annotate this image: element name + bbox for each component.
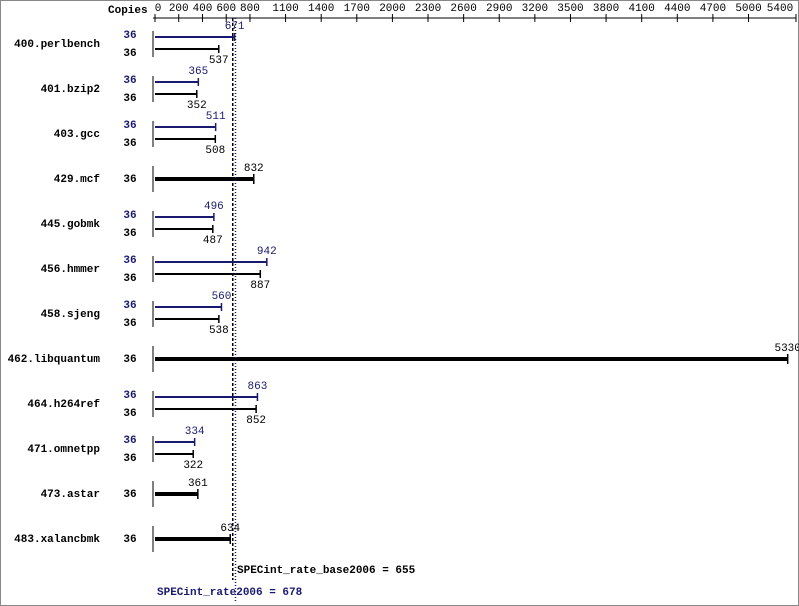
bar bbox=[155, 492, 198, 496]
category-label: 473.astar bbox=[41, 489, 100, 501]
x-tick-label: 0 bbox=[155, 3, 162, 15]
category-label: 483.xalancbmk bbox=[14, 534, 100, 546]
copies-label: 36 bbox=[123, 390, 136, 402]
x-tick-label: 4100 bbox=[628, 3, 654, 15]
x-tick-label: 3500 bbox=[557, 3, 583, 15]
category-label: 401.bzip2 bbox=[41, 84, 100, 96]
copies-label: 36 bbox=[123, 174, 136, 186]
x-tick-label: 4700 bbox=[700, 3, 726, 15]
category-label: 456.hmmer bbox=[41, 264, 100, 276]
value-label: 334 bbox=[185, 426, 205, 438]
x-tick-label: 2000 bbox=[379, 3, 405, 15]
x-tick-label: 800 bbox=[240, 3, 260, 15]
x-tick-label: 5000 bbox=[735, 3, 761, 15]
bar bbox=[155, 273, 261, 275]
value-label: 634 bbox=[220, 523, 240, 535]
value-label: 863 bbox=[248, 381, 268, 393]
value-label: 671 bbox=[225, 21, 245, 33]
category-label: 462.libquantum bbox=[8, 354, 101, 366]
category-label: 429.mcf bbox=[54, 174, 101, 186]
x-tick-label: 1100 bbox=[272, 3, 298, 15]
x-tick-label: 1700 bbox=[344, 3, 370, 15]
x-tick-label: 4400 bbox=[664, 3, 690, 15]
value-label: 560 bbox=[212, 291, 232, 303]
bar bbox=[155, 261, 267, 263]
category-label: 400.perlbench bbox=[14, 39, 100, 51]
copies-label: 36 bbox=[123, 255, 136, 267]
value-label: 352 bbox=[187, 100, 207, 112]
bar bbox=[155, 228, 213, 230]
copies-label: 36 bbox=[123, 228, 136, 240]
value-label: 5330 bbox=[774, 343, 799, 355]
bar bbox=[155, 306, 222, 308]
category-label: 445.gobmk bbox=[41, 219, 101, 231]
bar bbox=[155, 453, 194, 455]
x-tick-label: 3800 bbox=[593, 3, 619, 15]
copies-label: 36 bbox=[123, 453, 136, 465]
category-label: 458.sjeng bbox=[41, 309, 100, 321]
copies-label: 36 bbox=[123, 138, 136, 150]
bar bbox=[155, 408, 257, 410]
value-label: 322 bbox=[183, 460, 203, 472]
category-label: 464.h264ref bbox=[27, 399, 100, 411]
value-label: 487 bbox=[203, 235, 223, 247]
copies-label: 36 bbox=[123, 408, 136, 420]
bar bbox=[155, 177, 254, 181]
x-tick-label: 1400 bbox=[308, 3, 334, 15]
copies-label: 36 bbox=[123, 354, 136, 366]
copies-label: 36 bbox=[123, 30, 136, 42]
copies-label: 36 bbox=[123, 435, 136, 447]
x-tick-label: 400 bbox=[193, 3, 213, 15]
value-label: 832 bbox=[244, 163, 264, 175]
bar bbox=[155, 441, 195, 443]
copies-label: 36 bbox=[123, 210, 136, 222]
reference-label: SPECint_rate2006 = 678 bbox=[157, 587, 303, 599]
value-label: 508 bbox=[205, 145, 225, 157]
x-tick-label: 2900 bbox=[486, 3, 512, 15]
bar bbox=[155, 36, 235, 38]
copies-label: 36 bbox=[123, 318, 136, 330]
bar bbox=[155, 318, 219, 320]
x-tick-label: 2600 bbox=[450, 3, 476, 15]
value-label: 365 bbox=[188, 66, 208, 78]
value-label: 852 bbox=[246, 415, 266, 427]
bar bbox=[155, 126, 216, 128]
x-axis-label: Copies bbox=[108, 5, 148, 17]
reference-label: SPECint_rate_base2006 = 655 bbox=[237, 565, 416, 577]
bar bbox=[155, 216, 214, 218]
value-label: 511 bbox=[206, 111, 226, 123]
copies-label: 36 bbox=[123, 534, 136, 546]
copies-label: 36 bbox=[123, 489, 136, 501]
value-label: 942 bbox=[257, 246, 277, 258]
copies-label: 36 bbox=[123, 120, 136, 132]
value-label: 361 bbox=[188, 478, 208, 490]
value-label: 496 bbox=[204, 201, 224, 213]
x-tick-label: 200 bbox=[169, 3, 189, 15]
category-label: 403.gcc bbox=[54, 129, 100, 141]
copies-label: 36 bbox=[123, 273, 136, 285]
bar bbox=[155, 138, 216, 140]
bar bbox=[155, 357, 788, 361]
bar bbox=[155, 48, 219, 50]
x-tick-label: 3200 bbox=[522, 3, 548, 15]
value-label: 887 bbox=[250, 280, 270, 292]
bar bbox=[155, 537, 231, 541]
copies-label: 36 bbox=[123, 300, 136, 312]
x-tick-label: 600 bbox=[216, 3, 236, 15]
bar bbox=[155, 93, 197, 95]
bar bbox=[155, 396, 258, 398]
category-label: 471.omnetpp bbox=[27, 444, 100, 456]
x-tick-label: 2300 bbox=[415, 3, 441, 15]
copies-label: 36 bbox=[123, 75, 136, 87]
value-label: 538 bbox=[209, 325, 229, 337]
value-label: 537 bbox=[209, 55, 229, 67]
copies-label: 36 bbox=[123, 93, 136, 105]
x-tick-label: 5400 bbox=[767, 3, 793, 15]
copies-label: 36 bbox=[123, 48, 136, 60]
bar bbox=[155, 81, 199, 83]
